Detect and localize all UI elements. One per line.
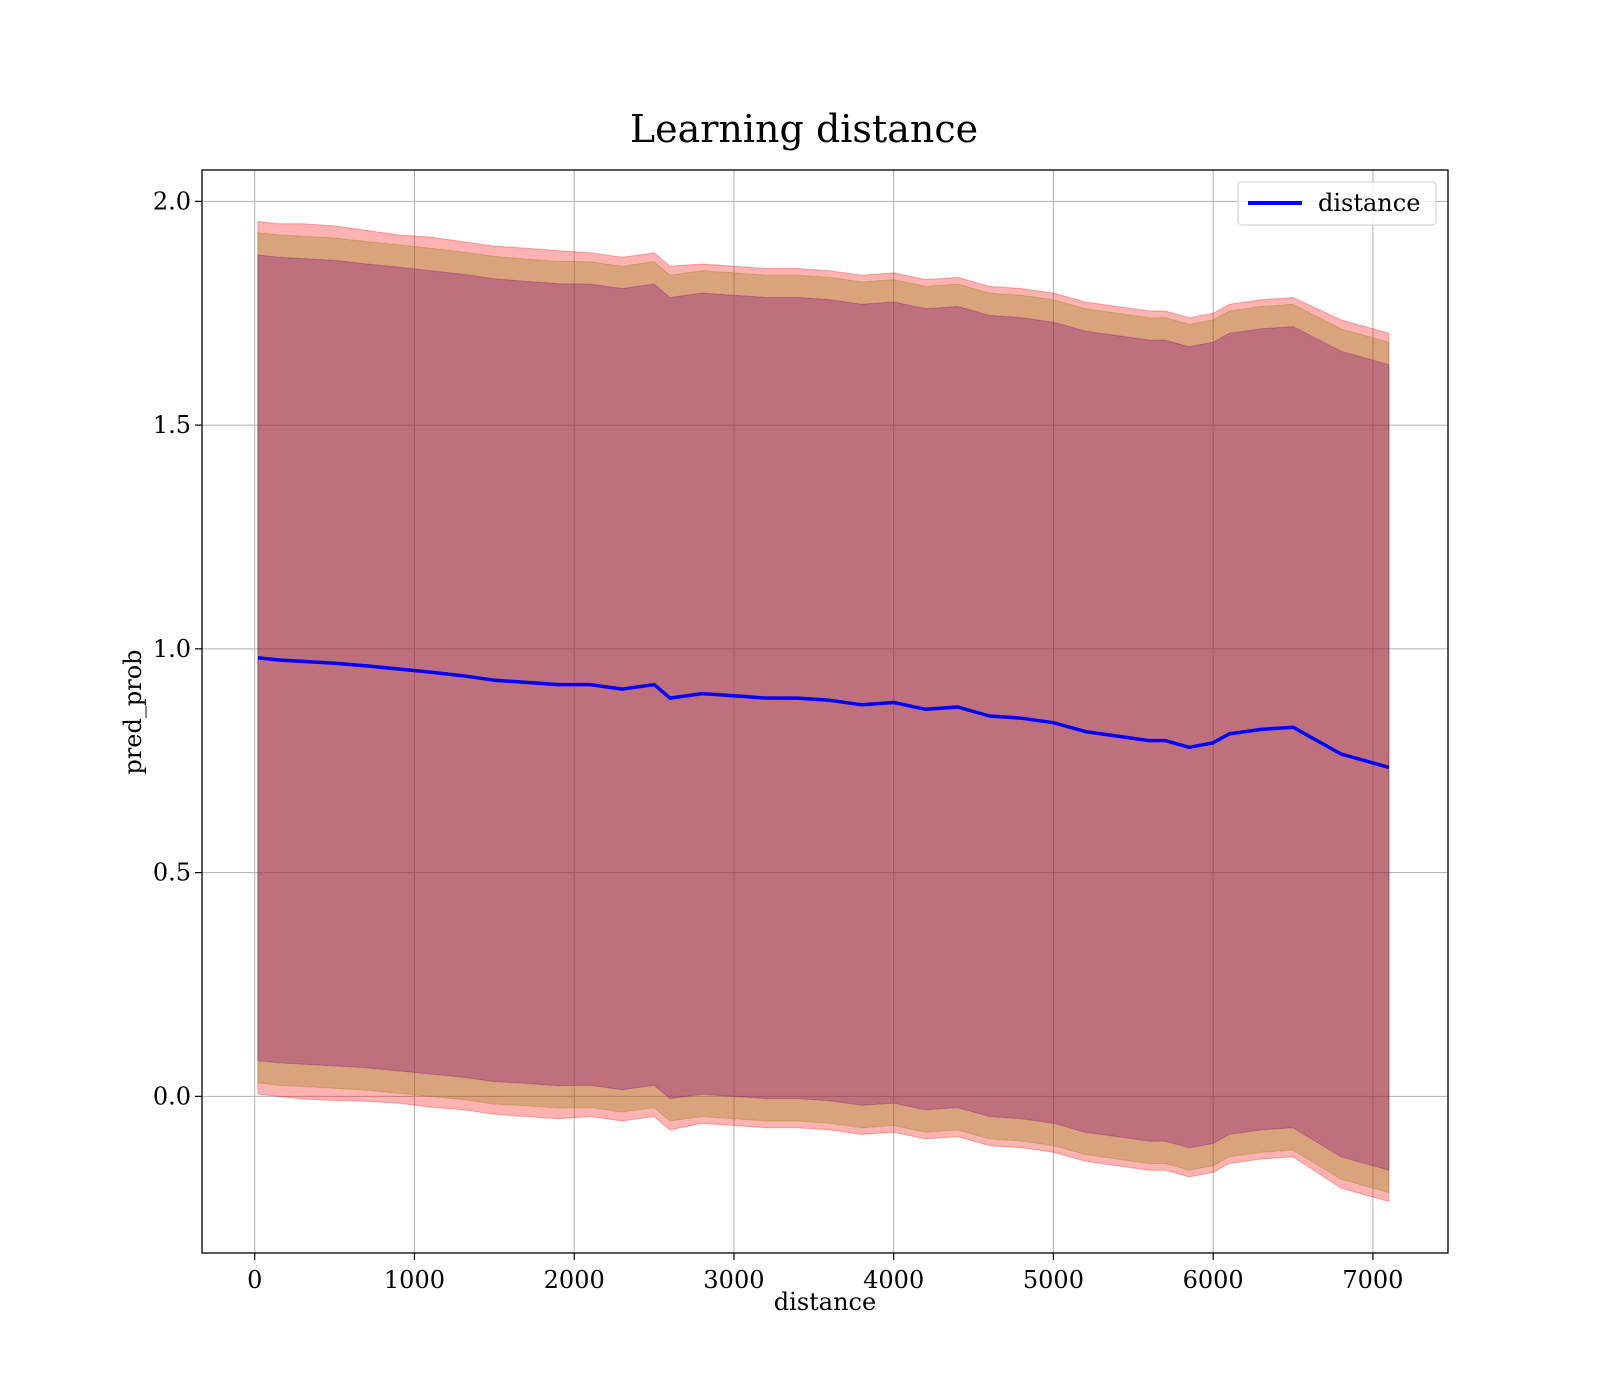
x-tick-label: 4000 [863,1266,924,1294]
y-axis-label: pred_prob [119,649,147,774]
series-lines [257,656,1390,770]
x-tick-label: 7000 [1342,1266,1403,1294]
y-tick-label: 2.0 [153,187,191,215]
y-tick-label: 0.0 [153,1082,191,1110]
y-tick-label: 1.5 [153,411,191,439]
band-2 [257,254,1390,1171]
band-0 [257,220,1390,1203]
legend: distance [1237,181,1437,226]
x-tick-label: 5000 [1023,1266,1084,1294]
x-tick-label: 6000 [1183,1266,1244,1294]
x-tick-label: 1000 [384,1266,445,1294]
confidence-bands [257,220,1390,1203]
y-axis-ticks: 0.0 0.5 1.0 1.5 2.0 [153,187,202,1110]
legend-label-distance: distance [1318,189,1420,217]
chart-title: Learning distance [630,107,978,151]
x-tick-label: 0 [247,1266,262,1294]
x-axis-label: distance [774,1288,876,1316]
y-tick-label: 0.5 [153,859,191,887]
series-line-distance [257,656,1390,770]
x-tick-label: 3000 [703,1266,764,1294]
y-tick-label: 1.0 [153,635,191,663]
x-axis-ticks: 0 1000 2000 3000 4000 5000 6000 7000 [247,1253,1403,1294]
x-tick-label: 2000 [544,1266,605,1294]
legend-box [1237,181,1437,226]
plot-frame [201,169,1449,1254]
band-1 [257,232,1390,1194]
